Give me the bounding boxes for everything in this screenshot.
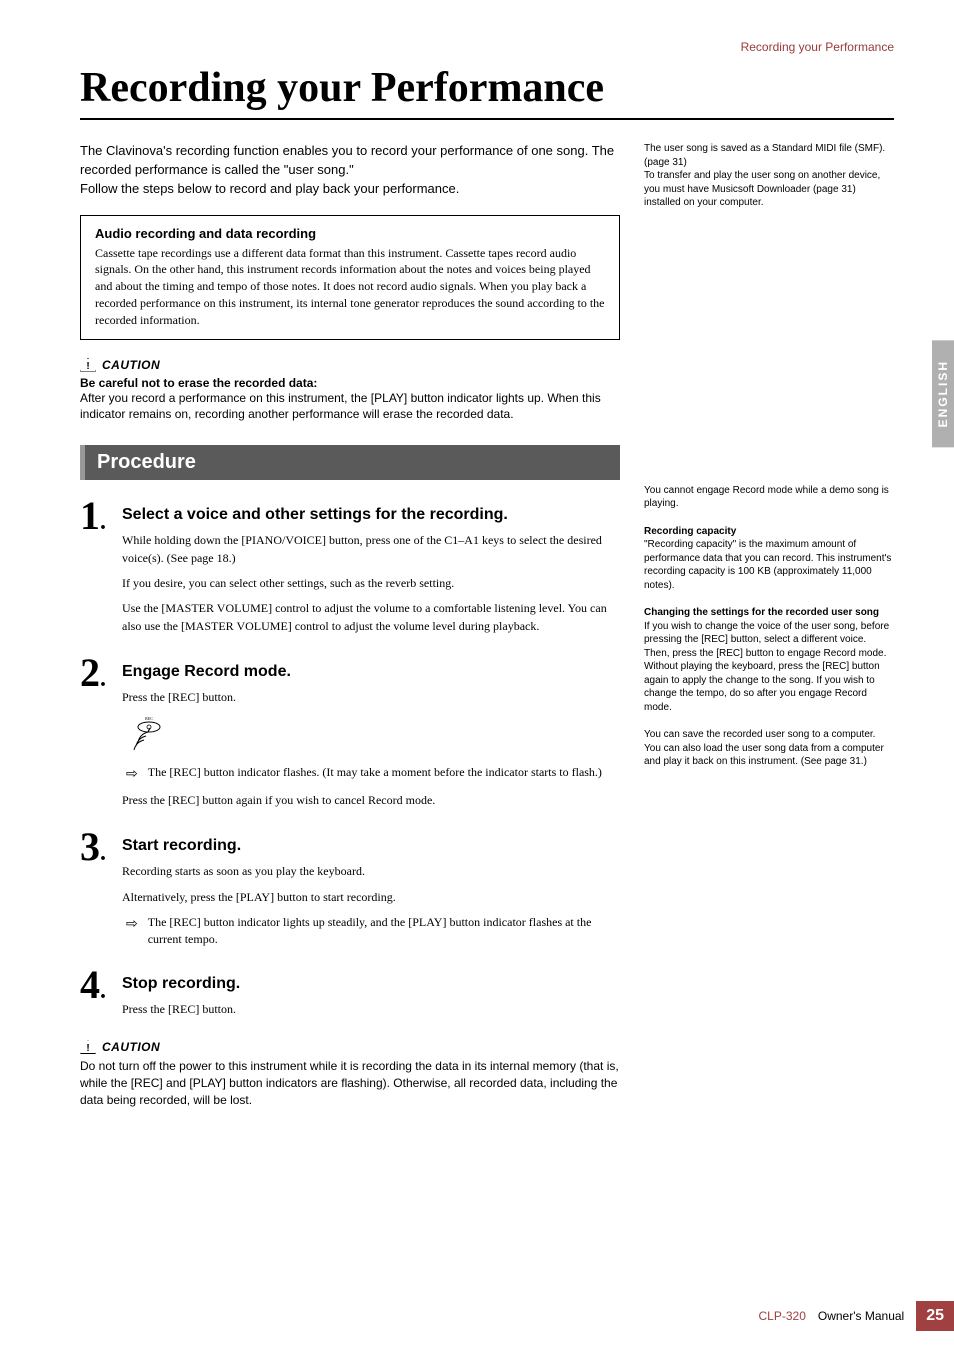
caution-body-2: Do not turn off the power to this instru… bbox=[80, 1058, 620, 1108]
step-body: Press the [REC] button. REC ⇨ bbox=[122, 689, 620, 809]
arrow-icon: ⇨ bbox=[126, 765, 138, 785]
step-title: Stop recording. bbox=[122, 975, 620, 993]
procedure-heading: Procedure bbox=[80, 445, 620, 480]
footer-label: Owner's Manual bbox=[818, 1309, 904, 1323]
step-4: 4. Stop recording. Press the [REC] butto… bbox=[80, 969, 620, 1026]
step-2: 2. Engage Record mode. Press the [REC] b… bbox=[80, 657, 620, 817]
step-title: Start recording. bbox=[122, 837, 620, 855]
caution-header-2: ! CAUTION bbox=[80, 1040, 620, 1054]
sidebar-note: You cannot engage Record mode while a de… bbox=[644, 484, 894, 511]
sidebar-note: You can save the recorded user song to a… bbox=[644, 728, 894, 769]
page-container: Recording your Performance Recording you… bbox=[0, 0, 954, 1351]
info-box-title: Audio recording and data recording bbox=[95, 226, 605, 241]
caution-label: CAUTION bbox=[102, 1040, 160, 1054]
caution-subtitle: Be careful not to erase the recorded dat… bbox=[80, 376, 620, 390]
page-number: 25 bbox=[916, 1301, 954, 1331]
step-body: Press the [REC] button. bbox=[122, 1001, 620, 1018]
step-number: 1. bbox=[80, 500, 112, 643]
breadcrumb: Recording your Performance bbox=[80, 40, 894, 54]
step-number: 3. bbox=[80, 831, 112, 955]
step-number: 2. bbox=[80, 657, 112, 817]
sidebar: The user song is saved as a Standard MID… bbox=[644, 142, 894, 1108]
warning-icon: ! bbox=[80, 1040, 96, 1054]
rec-button-illustration: REC bbox=[128, 714, 168, 754]
footer-model: CLP-320 bbox=[759, 1309, 806, 1323]
caution-body: After you record a performance on this i… bbox=[80, 390, 620, 424]
intro-text: The Clavinova's recording function enabl… bbox=[80, 142, 620, 199]
step-title: Select a voice and other settings for th… bbox=[122, 506, 620, 524]
main-content: The Clavinova's recording function enabl… bbox=[80, 142, 620, 1108]
step-body: Recording starts as soon as you play the… bbox=[122, 863, 620, 949]
caution-header: ! CAUTION bbox=[80, 358, 620, 372]
step-3: 3. Start recording. Recording starts as … bbox=[80, 831, 620, 955]
caution-label: CAUTION bbox=[102, 358, 160, 372]
rec-label: REC bbox=[145, 716, 153, 721]
footer: CLP-320 Owner's Manual 25 bbox=[759, 1301, 954, 1331]
step-title: Engage Record mode. bbox=[122, 663, 620, 681]
sidebar-note: Recording capacity "Recording capacity" … bbox=[644, 525, 894, 593]
step-number: 4. bbox=[80, 969, 112, 1026]
sidebar-note: Changing the settings for the recorded u… bbox=[644, 606, 894, 714]
sidebar-note: The user song is saved as a Standard MID… bbox=[644, 142, 894, 210]
step-body: While holding down the [PIANO/VOICE] but… bbox=[122, 532, 620, 635]
info-box: Audio recording and data recording Casse… bbox=[80, 215, 620, 340]
step-1: 1. Select a voice and other settings for… bbox=[80, 500, 620, 643]
page-title: Recording your Performance bbox=[80, 64, 894, 120]
info-box-body: Cassette tape recordings use a different… bbox=[95, 245, 605, 329]
arrow-icon: ⇨ bbox=[126, 915, 138, 935]
warning-icon: ! bbox=[80, 358, 96, 372]
